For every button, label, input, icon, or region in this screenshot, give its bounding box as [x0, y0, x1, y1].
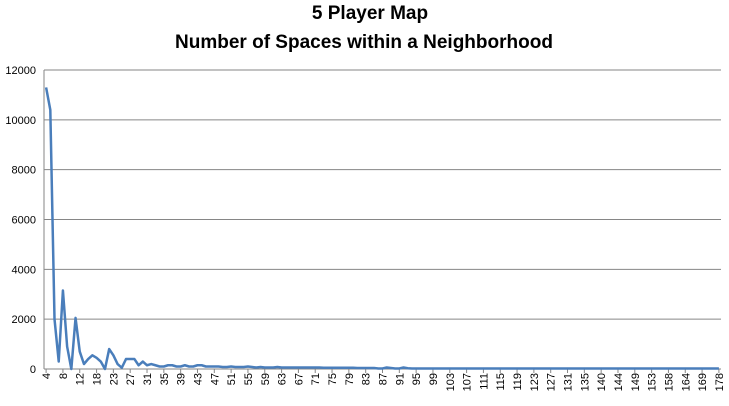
x-tick-label: 39	[176, 373, 188, 385]
x-tick-label: 131	[563, 373, 575, 391]
x-tick-label: 140	[596, 373, 608, 391]
x-tick-label: 75	[327, 373, 339, 385]
x-tick-label: 135	[579, 373, 591, 391]
x-tick-label: 31	[142, 373, 154, 385]
x-tick-label: 169	[697, 373, 709, 391]
x-tick-label: 18	[92, 373, 104, 385]
y-tick-label: 8000	[12, 165, 36, 177]
y-tick-label: 0	[30, 364, 36, 376]
x-tick-label: 51	[226, 373, 238, 385]
x-tick-label: 12	[75, 373, 87, 385]
x-tick-label: 55	[243, 373, 255, 385]
x-tick-label: 103	[445, 373, 457, 391]
x-tick-label: 79	[344, 373, 356, 385]
x-tick-label: 23	[108, 373, 120, 385]
x-tick-label: 59	[260, 373, 272, 385]
x-tick-label: 47	[209, 373, 221, 385]
x-tick-label: 111	[478, 373, 490, 390]
x-tick-label: 119	[512, 373, 524, 391]
y-tick-label: 12000	[5, 65, 36, 77]
x-tick-label: 153	[647, 373, 659, 391]
x-tick-label: 63	[277, 373, 289, 385]
x-tick-label: 123	[529, 373, 541, 391]
x-tick-label: 127	[546, 373, 558, 391]
chart-subtitle: Number of Spaces within a Neighborhood	[175, 32, 553, 53]
x-tick-label: 95	[411, 373, 423, 385]
y-tick-label: 10000	[5, 115, 36, 127]
x-tick-label: 71	[310, 373, 322, 385]
x-tick-label: 164	[680, 373, 692, 391]
x-tick-label: 91	[394, 373, 406, 385]
chart-title: 5 Player Map	[312, 3, 428, 24]
x-tick-label: 99	[428, 373, 440, 385]
x-tick-label: 83	[361, 373, 373, 385]
x-tick-label: 35	[159, 373, 171, 385]
x-tick-label: 67	[293, 373, 305, 385]
x-tick-label: 115	[495, 373, 507, 391]
y-tick-label: 6000	[12, 215, 36, 227]
x-tick-label: 27	[125, 373, 137, 385]
x-tick-label: 158	[663, 373, 675, 391]
x-tick-label: 4	[41, 373, 53, 379]
x-tick-label: 43	[192, 373, 204, 385]
x-tick-label: 87	[378, 373, 390, 385]
y-tick-label: 2000	[12, 314, 36, 326]
x-tick-label: 8	[58, 373, 70, 379]
x-tick-label: 107	[462, 373, 474, 391]
y-tick-label: 4000	[12, 264, 36, 276]
x-tick-label: 178	[714, 373, 726, 391]
x-tick-label: 149	[630, 373, 642, 391]
x-tick-label: 144	[613, 373, 625, 391]
data-line	[44, 87, 719, 371]
